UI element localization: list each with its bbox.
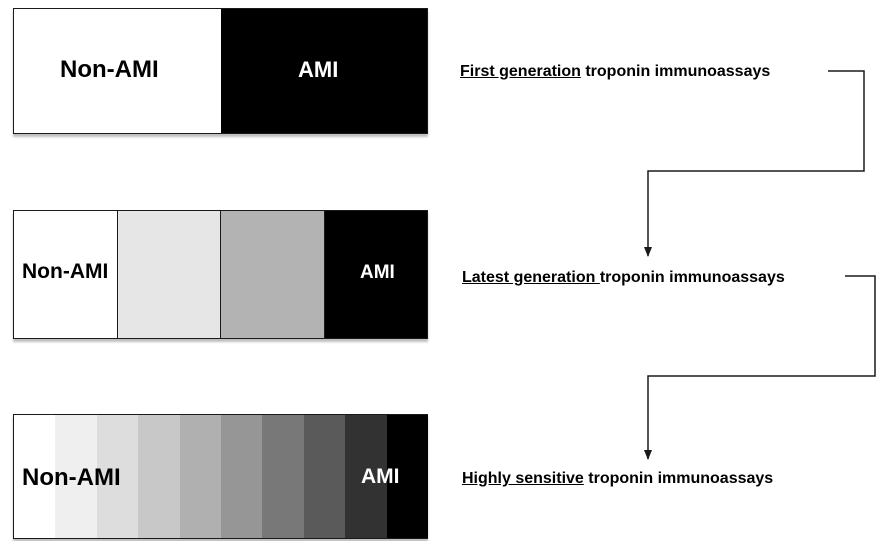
shade-segment [138, 415, 180, 538]
shade-segment [14, 415, 56, 538]
highly-sensitive-caption: Highly sensitive troponin immunoassays [462, 470, 773, 488]
caption-rest: troponin immunoassays [580, 63, 771, 80]
shade-segment [262, 415, 304, 538]
caption-underlined: Latest generation [462, 269, 600, 286]
shade-segment [14, 9, 221, 133]
caption-rest: troponin immunoassays [583, 470, 774, 487]
connector-arrow [644, 70, 865, 257]
non-ami-label: Non-AMI [60, 56, 159, 83]
shade-segment [324, 211, 427, 338]
shade-segment [179, 415, 222, 538]
shade-segment [55, 415, 97, 538]
caption-underlined: Highly sensitive [462, 470, 584, 487]
connector-arrow [644, 275, 876, 460]
ami-label: AMI [360, 262, 395, 283]
shade-segment [221, 415, 263, 538]
shade-segment [303, 415, 346, 538]
non-ami-label: Non-AMI [22, 464, 121, 491]
shade-segment [220, 9, 427, 133]
latest-generation-bar [13, 210, 428, 339]
shade-segment [117, 211, 221, 338]
shade-segment [345, 415, 387, 538]
first-generation-bar [13, 8, 428, 134]
non-ami-label: Non-AMI [22, 260, 109, 283]
ami-label: AMI [298, 57, 339, 82]
caption-rest: troponin immunoassays [599, 269, 785, 286]
shade-segment [386, 415, 429, 538]
ami-label: AMI [361, 465, 400, 488]
shade-segment [96, 415, 139, 538]
latest-generation-caption: Latest generation troponin immunoassays [462, 269, 785, 287]
first-generation-caption: First generation troponin immunoassays [460, 63, 770, 81]
caption-underlined: First generation [460, 63, 581, 80]
highly-sensitive-bar [13, 414, 429, 539]
shade-segment [14, 211, 118, 338]
shade-segment [221, 211, 325, 338]
